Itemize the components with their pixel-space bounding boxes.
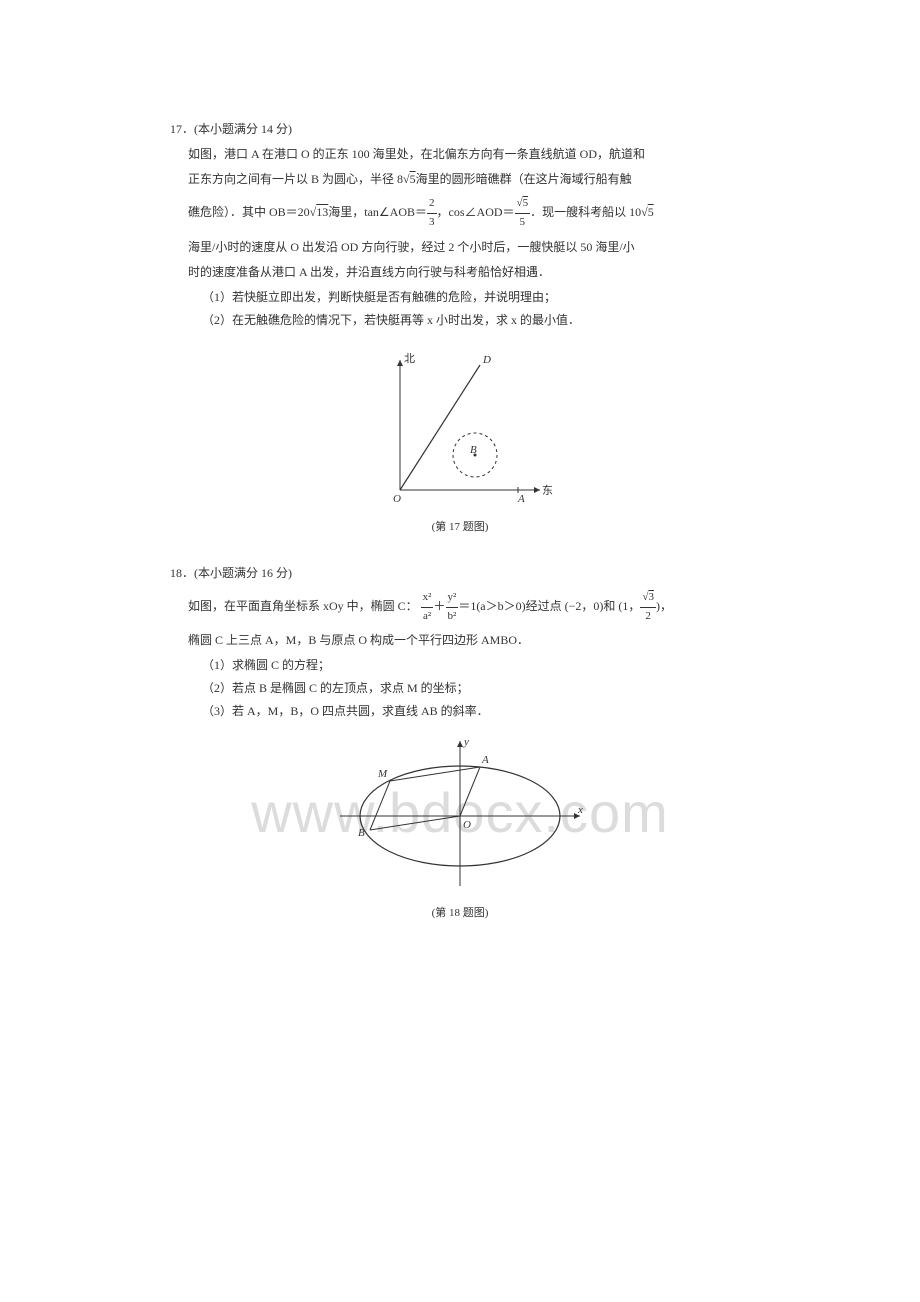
figure-17: O A 东 北 D B (第 17 题图) — [170, 340, 750, 534]
p17-line2: 正东方向之间有一片以 B 为圆心，半径 8√5海里的圆形暗礁群（在这片海域行船有… — [170, 170, 750, 189]
figure-18-svg: O A B M x y — [330, 731, 590, 896]
problem-18: 18．(本小题满分 16 分) 如图，在平面直角坐标系 xOy 中，椭圆 C： … — [170, 564, 750, 920]
figure-17-svg: O A 东 北 D B — [360, 340, 560, 510]
point-prefix: (1， — [618, 599, 640, 613]
label-x: x — [577, 804, 583, 816]
p17-line3b: 海里，tan∠AOB＝ — [328, 205, 427, 219]
label-O18: O — [463, 819, 471, 831]
p18-sub1: （1）求椭圆 C 的方程； — [170, 656, 750, 673]
frac-sqrt5-5: √55 — [515, 195, 531, 231]
frac-x2-a2: x²a² — [421, 589, 434, 625]
p17-line3c: ，cos∠AOD＝ — [437, 205, 515, 219]
label-O: O — [393, 493, 401, 505]
label-A18: A — [481, 754, 489, 766]
label-A: A — [517, 493, 525, 505]
p17-line1: 如图，港口 A 在港口 O 的正东 100 海里处，在北偏东方向有一条直线航道 … — [170, 145, 750, 164]
p17-sub2: （2）在无触礁危险的情况下，若快艇再等 x 小时出发，求 x 的最小值． — [170, 311, 750, 328]
p17-line2a: 正东方向之间有一片以 B 为圆心，半径 8 — [188, 172, 403, 186]
figure-18: O A B M x y (第 18 题图) — [170, 731, 750, 920]
p18-line1: 如图，在平面直角坐标系 xOy 中，椭圆 C： x²a²＋y²b²＝1(a＞b＞… — [170, 589, 750, 625]
p17-line2b: 海里的圆形暗礁群（在这片海域行船有触 — [416, 172, 632, 186]
p18-line2: 椭圆 C 上三点 A，M，B 与原点 O 构成一个平行四边形 AMBO． — [170, 631, 750, 650]
p17-sub1: （1）若快艇立即出发，判断快艇是否有触礁的危险，并说明理由； — [170, 288, 750, 305]
sqrt13: 13 — [316, 205, 328, 219]
p18-sub2: （2）若点 B 是椭圆 C 的左顶点，求点 M 的坐标； — [170, 679, 750, 696]
problem-17: 17．(本小题满分 14 分) 如图，港口 A 在港口 O 的正东 100 海里… — [170, 120, 750, 534]
figure-18-caption: (第 18 题图) — [170, 904, 750, 920]
frac-2-3: 23 — [427, 195, 437, 231]
frac-y2-b2: y²b² — [446, 589, 459, 625]
p17-line4: 海里/小时的速度从 O 出发沿 OD 方向行驶，经过 2 个小时后，一艘快艇以 … — [170, 238, 750, 257]
sqrt5-2: 5 — [648, 205, 654, 219]
label-north: 北 — [404, 352, 415, 365]
label-y: y — [463, 736, 469, 748]
plus: ＋ — [433, 599, 445, 613]
label-B: B — [470, 444, 477, 456]
label-B18: B — [358, 827, 365, 839]
label-D: D — [482, 354, 491, 366]
label-east: 东 — [542, 484, 553, 497]
p17-line3: 礁危险）．其中 OB＝20√13海里，tan∠AOB＝23，cos∠AOD＝√5… — [170, 195, 750, 231]
p18-line1a: 如图，在平面直角坐标系 xOy 中，椭圆 C： — [188, 599, 418, 613]
frac-sqrt3-2: √32 — [640, 589, 656, 625]
figure-17-caption: (第 17 题图) — [170, 518, 750, 534]
p18-sub3: （3）若 A，M，B，O 四点共圆，求直线 AB 的斜率． — [170, 702, 750, 719]
p17-line3a: 礁危险）．其中 OB＝20 — [188, 205, 310, 219]
label-M18: M — [377, 768, 388, 780]
p17-line5: 时的速度准备从港口 A 出发，并沿直线方向行驶与科考船恰好相遇． — [170, 263, 750, 282]
problem-18-header: 18．(本小题满分 16 分) — [170, 564, 750, 581]
problem-17-header: 17．(本小题满分 14 分) — [170, 120, 750, 137]
p18-line1c: ， — [660, 599, 672, 613]
p18-line1b: ＝1(a＞b＞0)经过点 (−2，0)和 — [458, 599, 615, 613]
p17-line3d: ．现一艘科考船以 10 — [530, 205, 641, 219]
